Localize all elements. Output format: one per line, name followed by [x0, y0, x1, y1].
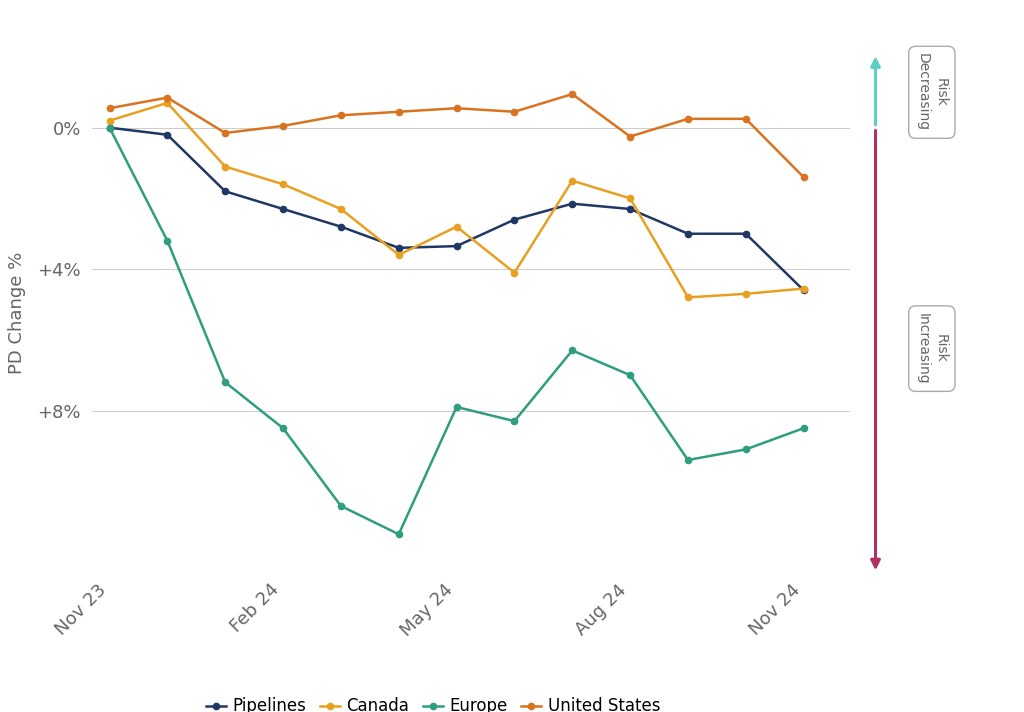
Text: Risk
Increasing: Risk Increasing: [915, 313, 948, 384]
Europe: [451, 403, 463, 412]
Canada: [451, 222, 463, 231]
Canada: [798, 284, 810, 293]
Canada: [161, 99, 173, 108]
United States: [682, 115, 694, 123]
Europe: [161, 236, 173, 245]
Pipelines: [335, 222, 347, 231]
Canada: [335, 205, 347, 214]
Canada: [392, 251, 404, 259]
Canada: [624, 194, 636, 203]
Canada: [219, 162, 231, 171]
Europe: [739, 445, 752, 454]
Canada: [508, 268, 520, 277]
United States: [798, 173, 810, 182]
Pipelines: [276, 205, 289, 214]
Canada: [103, 116, 116, 125]
Line: United States: United States: [106, 91, 807, 180]
Europe: [392, 530, 404, 538]
United States: [624, 132, 636, 141]
Legend: Pipelines, Canada, Europe, United States: Pipelines, Canada, Europe, United States: [200, 691, 667, 712]
Pipelines: [219, 187, 231, 196]
Europe: [103, 123, 116, 132]
Pipelines: [682, 229, 694, 238]
Line: Pipelines: Pipelines: [106, 125, 807, 293]
Pipelines: [798, 286, 810, 295]
United States: [392, 108, 404, 116]
United States: [566, 90, 579, 98]
Line: Canada: Canada: [106, 100, 807, 300]
United States: [739, 115, 752, 123]
United States: [161, 93, 173, 102]
Pipelines: [739, 229, 752, 238]
Europe: [566, 346, 579, 355]
Europe: [624, 371, 636, 379]
Y-axis label: PD Change %: PD Change %: [8, 252, 27, 375]
United States: [219, 129, 231, 137]
Europe: [508, 417, 520, 425]
Pipelines: [508, 215, 520, 224]
Europe: [335, 502, 347, 511]
Europe: [798, 424, 810, 432]
Pipelines: [624, 205, 636, 214]
Europe: [276, 424, 289, 432]
United States: [276, 122, 289, 130]
Pipelines: [161, 130, 173, 139]
United States: [508, 108, 520, 116]
United States: [335, 111, 347, 120]
United States: [103, 104, 116, 112]
Europe: [219, 378, 231, 387]
Text: Risk
Decreasing: Risk Decreasing: [915, 53, 948, 132]
Pipelines: [103, 123, 116, 132]
United States: [451, 104, 463, 112]
Canada: [682, 293, 694, 302]
Canada: [739, 290, 752, 298]
Canada: [566, 177, 579, 185]
Canada: [276, 180, 289, 189]
Pipelines: [392, 244, 404, 252]
Line: Europe: Europe: [106, 125, 807, 538]
Pipelines: [566, 199, 579, 208]
Pipelines: [451, 242, 463, 251]
Europe: [682, 456, 694, 464]
